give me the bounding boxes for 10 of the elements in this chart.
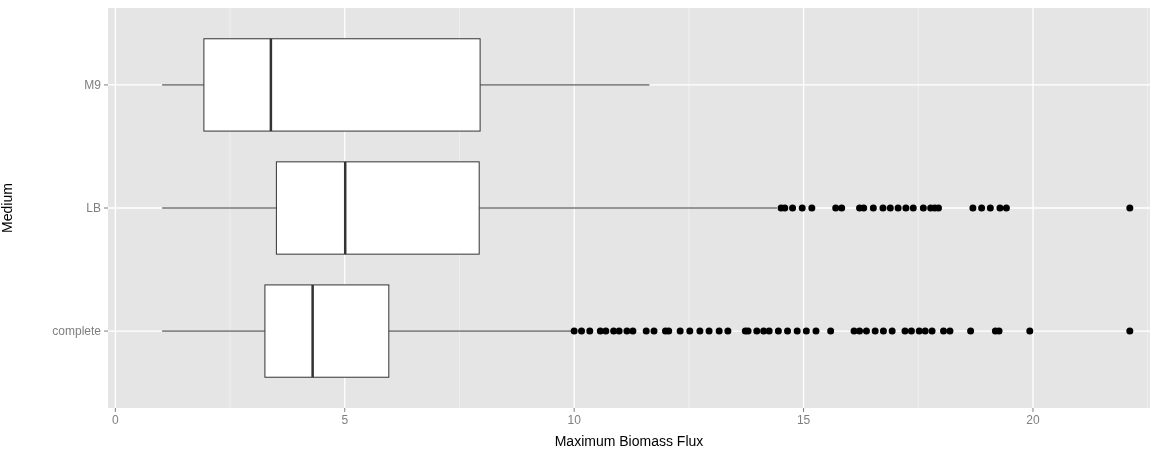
- x-tick-label: 5: [341, 413, 349, 427]
- x-tick-label: 20: [1026, 413, 1040, 427]
- y-tick-label: complete: [52, 324, 102, 339]
- x-tick-label: 15: [796, 413, 811, 427]
- x-axis-title: Maximum Biomass Flux: [554, 433, 704, 449]
- x-tick-label: 0: [112, 413, 119, 427]
- y-axis-title: Medium: [0, 183, 15, 233]
- y-tick-label: LB: [86, 201, 101, 216]
- y-tick-label: M9: [84, 78, 102, 93]
- x-tick-label: 10: [567, 413, 582, 427]
